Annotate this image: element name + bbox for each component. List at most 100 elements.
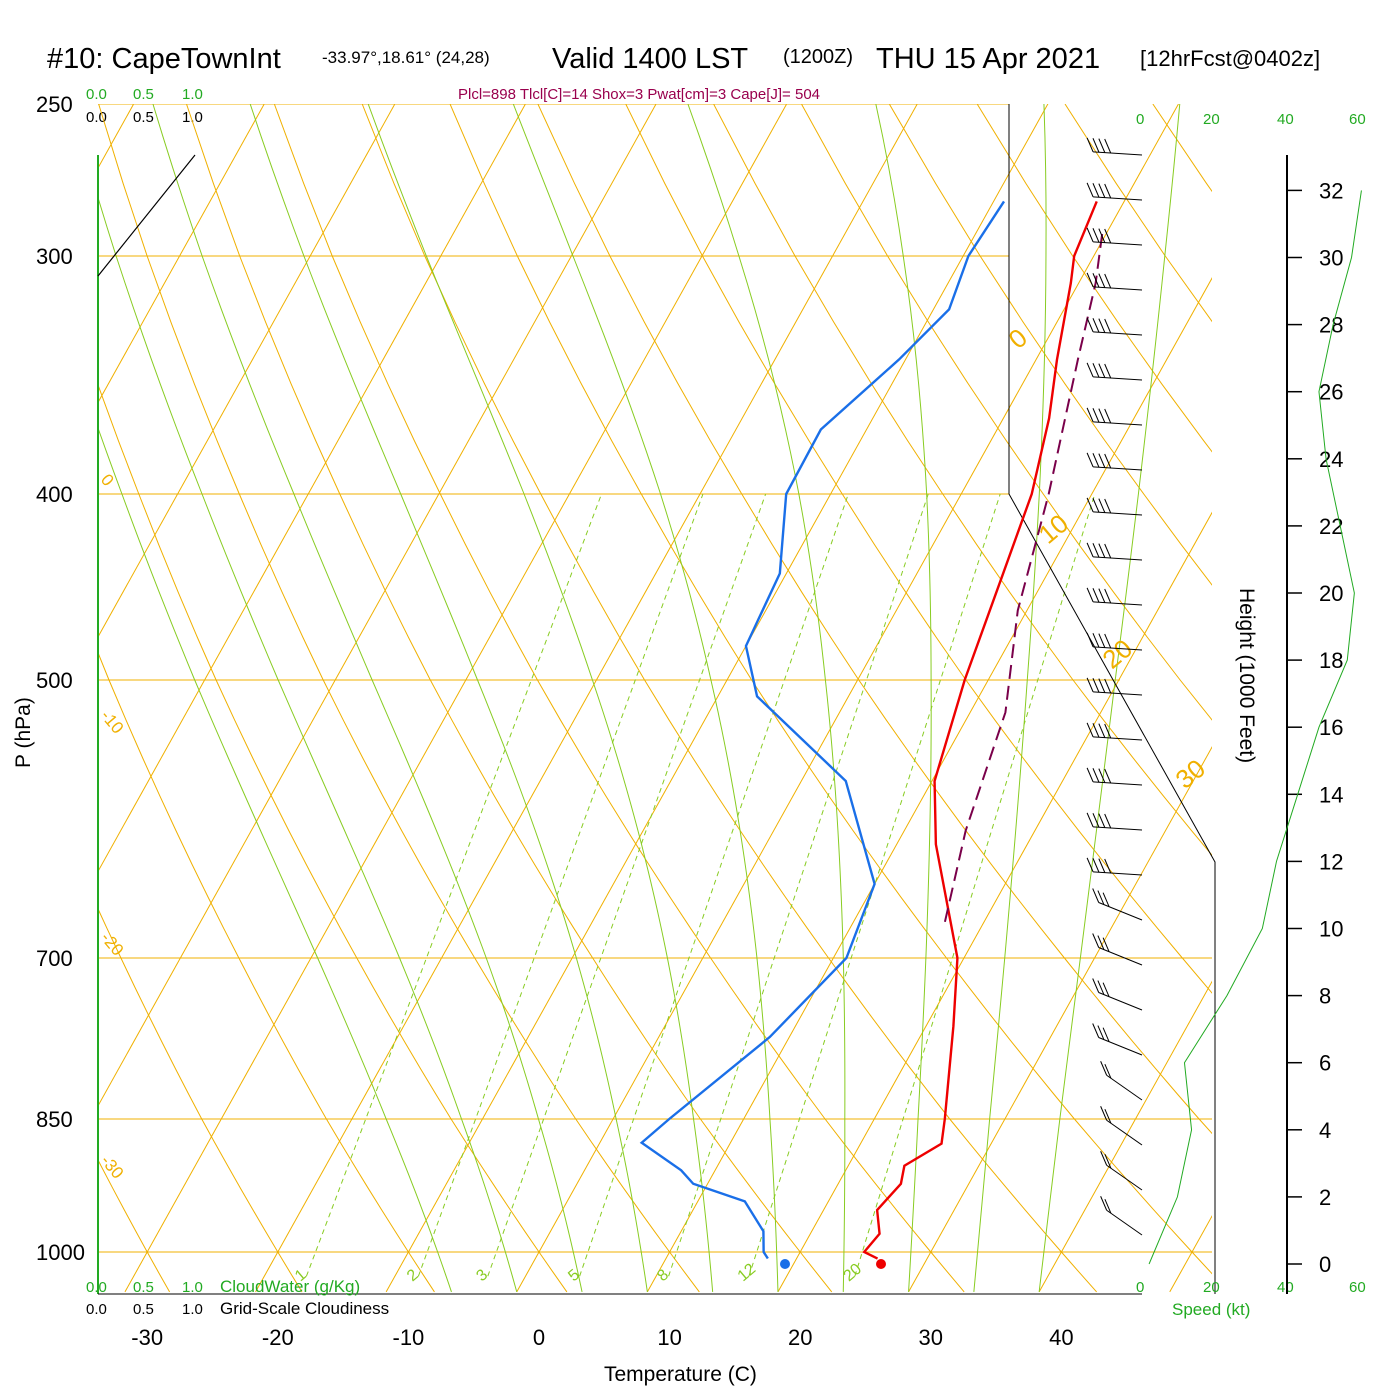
height-axis-label: Height (1000 Feet) — [1235, 588, 1258, 763]
barb-flag — [1086, 587, 1094, 603]
barb-flag — [1097, 935, 1105, 950]
barb-flag — [1092, 978, 1100, 993]
mixing-ratio-label: 12 — [735, 1261, 760, 1286]
barb-flag — [1092, 408, 1100, 423]
height-tick-label: 22 — [1319, 514, 1343, 539]
barb-flag — [1092, 453, 1100, 468]
temperature-tick-label: 30 — [919, 1325, 943, 1350]
height-tick-label: 14 — [1319, 782, 1343, 807]
cloudiness-trace — [97, 154, 196, 277]
barb-flag — [1098, 768, 1106, 783]
mixing-ratio-line — [668, 493, 929, 1277]
barb-flag — [1086, 362, 1094, 378]
barb-flag — [1092, 588, 1100, 603]
isotherm-label: -30 — [97, 1151, 127, 1182]
dry-adiabat — [1329, 104, 1400, 1292]
temperature-tick-label: 20 — [788, 1325, 812, 1350]
barb-flag — [1102, 892, 1110, 907]
barb-flag — [1086, 857, 1094, 873]
barb-flag — [1086, 272, 1094, 288]
barb-flag — [1086, 497, 1094, 513]
dry-adiabat — [98, 907, 303, 1293]
height-tick-label: 30 — [1319, 246, 1343, 271]
mixing-ratio-label: 8 — [654, 1266, 672, 1285]
wind-barb — [1100, 1151, 1143, 1191]
pressure-tick-label: 250 — [36, 92, 73, 117]
valid-time: Valid 1400 LST — [552, 43, 748, 75]
barb-flag — [1092, 543, 1100, 558]
barb-flag — [1098, 498, 1106, 513]
cloud-scale-bottom: 0.0 0.5 1.0 CloudWater (g/Kg) 0.0 0.5 1.… — [86, 1277, 389, 1318]
barb-flag — [1104, 633, 1112, 649]
barb-flag — [1100, 1151, 1108, 1166]
dry-adiabat — [625, 104, 1212, 994]
barb-flag — [1104, 408, 1112, 424]
svg-text:0.0: 0.0 — [86, 109, 107, 126]
moist-adiabat — [973, 104, 1047, 1292]
barb-flag — [1104, 363, 1112, 379]
barb-flag — [1098, 633, 1106, 648]
barb-flag — [1097, 1025, 1105, 1040]
y-axis-label: P (hPa) — [12, 697, 35, 768]
svg-text:0.0: 0.0 — [86, 86, 107, 103]
isotherm-line — [98, 104, 396, 638]
pressure-axis: 250 300 400 500 700 850 1000 — [36, 92, 85, 1265]
mixing-ratio-line — [417, 493, 704, 1277]
barb-flag — [1092, 633, 1100, 648]
svg-text:1.0: 1.0 — [182, 1279, 203, 1296]
wind-barb — [1100, 1106, 1143, 1146]
isotherm-line — [255, 104, 918, 1293]
wind-barb — [1086, 677, 1143, 696]
svg-text:1.0: 1.0 — [182, 1301, 203, 1318]
temperature-line — [862, 200, 1098, 1260]
barb-flag — [1102, 982, 1110, 997]
wind-barb — [1086, 452, 1143, 471]
barb-flag — [1104, 183, 1112, 199]
barb-flag — [1104, 228, 1112, 244]
isotherm-label: -20 — [97, 928, 127, 959]
parcel-line — [943, 227, 1104, 923]
barb-staff — [1093, 376, 1143, 381]
dry-adiabat — [98, 383, 568, 1293]
barb-flag — [1104, 1154, 1112, 1169]
height-tick-label: 16 — [1319, 715, 1343, 740]
dry-adiabat — [713, 104, 1212, 856]
wind-barb — [1086, 317, 1143, 336]
barb-flag — [1104, 1199, 1112, 1214]
wind-barb — [1086, 272, 1143, 291]
barb-flag — [1102, 1027, 1110, 1042]
barb-staff — [1093, 556, 1143, 561]
barb-flag — [1098, 588, 1106, 603]
dry-adiabat — [273, 104, 965, 1293]
barb-flag — [1104, 858, 1112, 874]
barb-flag — [1104, 588, 1112, 604]
barb-staff — [1093, 736, 1143, 741]
barb-flag — [1092, 933, 1100, 948]
barb-staff — [1093, 331, 1143, 336]
barb-flag — [1086, 542, 1094, 558]
moist-adiabat — [512, 104, 779, 1292]
barb-flag — [1092, 273, 1100, 288]
barb-flag — [1098, 273, 1106, 288]
barb-flag — [1086, 812, 1094, 828]
barb-flag — [1098, 408, 1106, 423]
barb-staff — [1093, 871, 1143, 876]
height-tick-label: 32 — [1319, 178, 1343, 203]
barb-flag — [1102, 937, 1110, 952]
barb-flag — [1092, 888, 1100, 903]
barb-flag — [1098, 228, 1106, 243]
barb-flag — [1104, 453, 1112, 469]
dry-adiabat — [361, 104, 1098, 1293]
barb-staff — [1098, 902, 1143, 921]
isotherm-line — [0, 0, 107, 1292]
barb-staff — [1093, 151, 1143, 156]
barb-flag — [1086, 677, 1094, 693]
moist-adiabat — [98, 195, 518, 1293]
isotherm-label: 0 — [97, 470, 118, 489]
dry-adiabat — [98, 1158, 171, 1293]
barb-flag — [1098, 138, 1106, 153]
thermo-grid — [0, 0, 1400, 1293]
barb-flag — [1098, 363, 1106, 378]
barb-flag — [1097, 980, 1105, 995]
svg-text:0.0: 0.0 — [86, 1279, 107, 1296]
